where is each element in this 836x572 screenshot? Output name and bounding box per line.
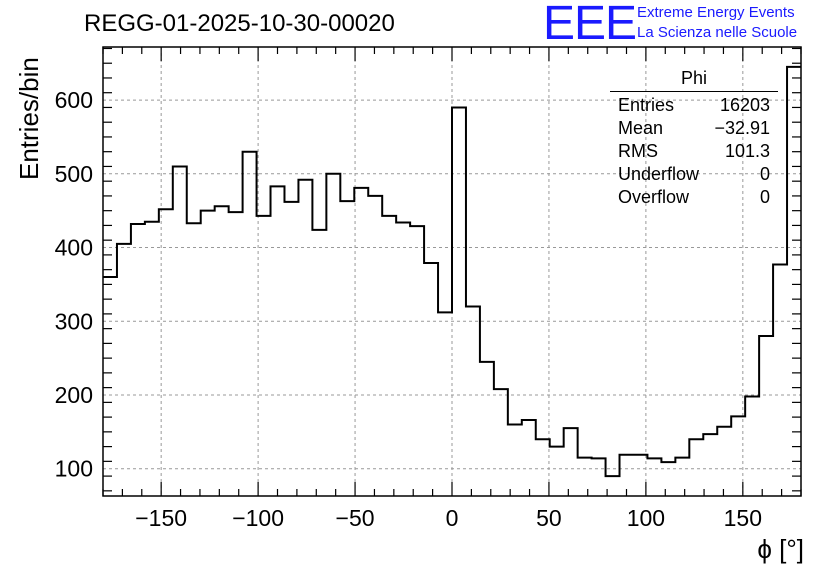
histogram-bin	[647, 458, 661, 496]
y-tick-label: 500	[55, 161, 93, 187]
stats-label: RMS	[618, 141, 658, 161]
histogram-bin	[438, 312, 452, 496]
x-tick-label: 0	[446, 505, 459, 531]
x-tick-label: 150	[724, 505, 762, 531]
histogram-bin	[773, 264, 787, 496]
stats-row-mean: Mean −32.91	[610, 117, 778, 140]
histogram-bin	[703, 434, 717, 496]
axis-ticks	[102, 47, 802, 496]
histogram-bin	[159, 209, 173, 496]
histogram-bin	[368, 196, 382, 496]
stats-row-underflow: Underflow 0	[610, 163, 778, 186]
histogram-bin	[689, 439, 703, 496]
stats-value: 0	[759, 187, 770, 207]
histogram-bin	[564, 428, 578, 496]
x-axis-label: ϕ [°]	[757, 534, 804, 564]
histogram-bin	[284, 202, 298, 496]
histogram-bin	[187, 223, 201, 496]
histogram-bin	[675, 458, 689, 496]
histogram-bin	[578, 458, 592, 496]
histogram-bin	[103, 277, 117, 496]
y-axis-label: Entries/bin	[14, 57, 44, 180]
histogram-bin	[326, 174, 340, 496]
stats-value: 16203	[719, 95, 770, 115]
histogram-bin	[661, 462, 675, 496]
eee-logo: EEE	[543, 0, 637, 50]
x-tick-label: 100	[627, 505, 665, 531]
histogram-bin	[494, 389, 508, 496]
y-tick-label: 400	[55, 235, 93, 261]
x-tick-label: −100	[232, 505, 284, 531]
histogram-bin	[508, 424, 522, 496]
histogram-bin	[592, 458, 606, 496]
histogram-bin	[396, 222, 410, 496]
x-tick-label: −50	[336, 505, 375, 531]
stats-label: Mean	[618, 118, 664, 138]
stats-label: Overflow	[618, 187, 690, 207]
y-tick-label: 600	[55, 87, 93, 113]
stats-row-entries: Entries 16203	[610, 94, 778, 117]
histogram-bin	[298, 180, 312, 496]
histogram-bin	[452, 107, 466, 496]
logo-line-2: La Scienza nelle Scuole	[637, 24, 798, 41]
histogram-bin	[382, 216, 396, 496]
histogram-bin	[173, 166, 187, 496]
x-tick-label: −150	[135, 505, 187, 531]
histogram-bin	[745, 396, 759, 496]
stats-value: 0	[759, 164, 770, 184]
stats-row-overflow: Overflow 0	[610, 186, 778, 209]
tick-labels: −150 −100 −50 0 50 100 150 100 200 300 400 500 600	[55, 87, 762, 531]
histogram-bin	[243, 152, 257, 496]
stats-value: −32.91	[714, 118, 770, 138]
y-tick-label: 200	[55, 382, 93, 408]
histogram-series	[103, 65, 801, 496]
histogram-bin	[215, 206, 229, 496]
stats-row-rms: RMS 101.3	[610, 140, 778, 163]
stats-box: Phi Entries 16203 Mean −32.91 RMS 101.3 …	[610, 68, 778, 209]
histogram-bin	[717, 427, 731, 496]
histogram-bin	[229, 212, 243, 496]
histogram-bin	[271, 186, 285, 496]
x-tick-label: 50	[536, 505, 562, 531]
stats-label: Entries	[618, 95, 675, 115]
chart-title: REGG-01-2025-10-30-00020	[84, 10, 395, 37]
histogram-bin	[410, 226, 424, 496]
histogram-bin	[340, 201, 354, 496]
histogram-bin	[536, 439, 550, 496]
stats-label: Underflow	[618, 164, 700, 184]
histogram-bin	[354, 188, 368, 496]
histogram-bin	[480, 362, 494, 496]
histogram-bin	[312, 230, 326, 496]
histogram-bin	[466, 307, 480, 496]
histogram-line	[103, 65, 801, 478]
histogram-bin	[522, 420, 536, 496]
histogram-bin	[257, 216, 271, 496]
y-tick-label: 100	[55, 456, 93, 482]
histogram-bin	[759, 336, 773, 496]
histogram-bin	[131, 224, 145, 496]
histogram-bin	[117, 244, 131, 496]
stats-value: 101.3	[724, 141, 770, 161]
histogram-bin	[145, 222, 159, 496]
histogram-bin	[424, 263, 438, 496]
histogram-bin	[201, 211, 215, 496]
histogram-bin	[550, 447, 564, 496]
stats-title: Phi	[610, 68, 778, 92]
y-tick-label: 300	[55, 308, 93, 334]
logo-line-1: Extreme Energy Events	[637, 4, 795, 21]
